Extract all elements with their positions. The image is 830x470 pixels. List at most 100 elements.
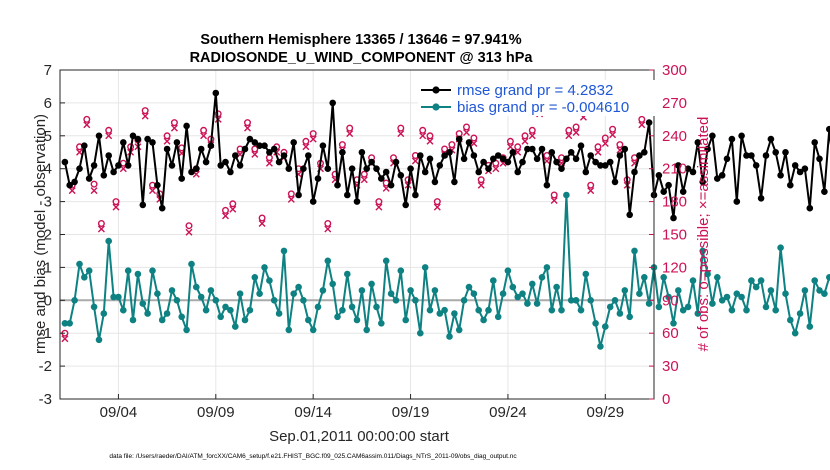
bias-point bbox=[387, 290, 395, 298]
bias-point bbox=[490, 277, 497, 284]
rmse-point bbox=[485, 165, 492, 172]
bias-point bbox=[154, 290, 161, 298]
rmse-point bbox=[738, 132, 745, 140]
bias-point bbox=[275, 310, 283, 317]
chart-title-line1: Southern Hemisphere 13365 / 13646 = 97.9… bbox=[200, 32, 521, 48]
bias-point bbox=[572, 297, 580, 304]
bias-point bbox=[256, 290, 263, 298]
obs-assimilated-marker bbox=[528, 132, 536, 140]
y-right-tick-label: 0 bbox=[662, 391, 670, 408]
bias-point bbox=[577, 306, 585, 314]
bias-point bbox=[95, 336, 103, 344]
rmse-point bbox=[558, 165, 565, 172]
bias-point bbox=[212, 297, 220, 304]
obs-assimilated-marker bbox=[192, 170, 200, 178]
obs-assimilated-marker bbox=[572, 129, 580, 136]
rmse-point bbox=[782, 149, 789, 156]
bias-point bbox=[173, 297, 181, 304]
obs-possible-marker bbox=[448, 141, 456, 149]
bias-point bbox=[246, 306, 254, 314]
bias-point bbox=[455, 326, 463, 334]
y-left-tick-label: -1 bbox=[39, 325, 52, 342]
rmse-point bbox=[567, 149, 575, 156]
rmse-point bbox=[115, 162, 122, 169]
bias-point bbox=[124, 267, 132, 275]
legend-bias-marker bbox=[432, 103, 440, 111]
bias-point bbox=[348, 303, 356, 311]
obs-possible-marker bbox=[543, 151, 551, 159]
bias-point bbox=[689, 277, 697, 284]
obs-assimilated-marker bbox=[309, 135, 317, 143]
bias-point bbox=[183, 326, 190, 334]
rmse-point bbox=[606, 158, 614, 166]
bias-point bbox=[300, 297, 307, 304]
bias-point bbox=[61, 320, 69, 327]
y-left-tick-label: -3 bbox=[39, 391, 52, 408]
rmse-point bbox=[120, 139, 127, 146]
rmse-point bbox=[504, 158, 512, 166]
rmse-point bbox=[309, 198, 317, 205]
bias-point bbox=[728, 306, 736, 314]
bias-point bbox=[602, 323, 609, 330]
legend-bias-label: bias grand pr = -0.004610 bbox=[457, 99, 629, 116]
bias-point bbox=[158, 316, 166, 324]
obs-assimilated-marker bbox=[346, 130, 354, 138]
rmse-point bbox=[446, 149, 453, 156]
rmse-point bbox=[85, 175, 93, 182]
bias-point bbox=[236, 290, 244, 298]
bias-point bbox=[207, 287, 215, 294]
rmse-point bbox=[363, 165, 371, 172]
bias-point bbox=[704, 270, 711, 278]
rmse-point bbox=[236, 162, 244, 169]
bias-point bbox=[504, 267, 512, 275]
bias-point bbox=[436, 310, 444, 317]
bias-point bbox=[280, 247, 288, 255]
y-left-tick-label: 3 bbox=[44, 194, 52, 211]
obs-assimilated-marker bbox=[638, 121, 646, 129]
bias-point bbox=[144, 310, 151, 317]
bias-point bbox=[324, 257, 332, 265]
rmse-point bbox=[300, 165, 307, 172]
rmse-point bbox=[777, 172, 784, 179]
y-right-tick-label: 210 bbox=[662, 161, 687, 178]
obs-possible-marker bbox=[514, 143, 522, 151]
obs-possible-marker bbox=[229, 200, 237, 208]
bias-point bbox=[81, 274, 88, 281]
rmse-point bbox=[699, 178, 706, 186]
bias-point bbox=[718, 297, 726, 304]
rmse-point bbox=[266, 149, 273, 156]
rmse-point bbox=[227, 168, 234, 176]
obs-possible-marker bbox=[572, 123, 580, 131]
rmse-point bbox=[587, 152, 594, 159]
bias-point bbox=[241, 316, 249, 324]
obs-possible-marker bbox=[638, 115, 646, 123]
obs-assimilated-marker bbox=[68, 187, 76, 195]
rmse-point bbox=[475, 168, 483, 176]
legend-rmse-marker bbox=[432, 86, 440, 94]
rmse-point bbox=[139, 201, 147, 209]
rmse-point bbox=[470, 152, 478, 159]
obs-assimilated-marker bbox=[492, 165, 500, 173]
rmse-point bbox=[543, 181, 551, 189]
obs-assimilated-marker bbox=[609, 131, 617, 139]
y-axis-left-label: rmse and bias (model - observation) bbox=[32, 114, 49, 354]
bias-point bbox=[197, 293, 205, 301]
rmse-point bbox=[134, 135, 142, 143]
bias-point bbox=[446, 333, 453, 340]
bias-point bbox=[709, 300, 716, 307]
obs-possible-marker bbox=[397, 124, 405, 132]
rmse-point bbox=[197, 145, 205, 153]
rmse-point bbox=[723, 155, 731, 163]
rmse-point bbox=[188, 168, 195, 176]
bias-point bbox=[641, 274, 648, 281]
obs-assimilated-marker bbox=[426, 137, 434, 145]
y-left-tick-label: 5 bbox=[44, 128, 52, 145]
obs-assimilated-marker bbox=[83, 121, 91, 129]
rmse-point bbox=[762, 152, 770, 159]
bias-point bbox=[309, 326, 317, 334]
bias-point bbox=[115, 293, 122, 301]
rmse-point bbox=[787, 181, 794, 189]
obs-assimilated-marker bbox=[397, 130, 405, 138]
obs-assimilated-marker bbox=[273, 148, 281, 156]
